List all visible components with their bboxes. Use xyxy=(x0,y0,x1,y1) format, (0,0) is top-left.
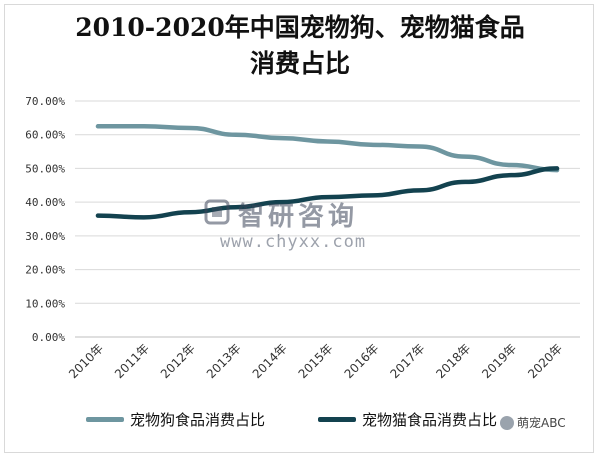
x-tick-label: 2018年 xyxy=(433,341,473,381)
wechat-icon xyxy=(500,415,514,430)
x-tick-label: 2019年 xyxy=(479,341,519,381)
chart-frame xyxy=(4,4,594,453)
x-tick-label: 2016年 xyxy=(342,341,382,381)
watermark-url: www.chyxx.com xyxy=(220,232,367,252)
legend-label-dog: 宠物狗食品消费占比 xyxy=(130,410,266,429)
badge-label: 萌宠ABC xyxy=(517,416,566,430)
x-tick-label: 2015年 xyxy=(296,341,336,381)
series-line xyxy=(95,166,560,220)
x-tick-label: 2010年 xyxy=(66,341,106,381)
chart-title: 2010-2020年中国宠物狗、宠物猫食品 消费占比 xyxy=(0,10,600,82)
y-tick-label: 0.00% xyxy=(32,331,65,344)
y-tick-label: 60.00% xyxy=(25,129,65,142)
chart-title-line1: 2010-2020年中国宠物狗、宠物猫食品 xyxy=(75,13,525,42)
legend-swatch-dog xyxy=(86,416,124,422)
legend-item-dog: 宠物狗食品消费占比 xyxy=(86,408,265,430)
y-tick-label: 40.00% xyxy=(25,196,65,209)
legend-swatch-cat xyxy=(318,416,356,422)
y-tick-label: 70.00% xyxy=(25,95,65,108)
x-tick-label: 2014年 xyxy=(250,341,290,381)
chart-title-line2: 消费占比 xyxy=(249,49,350,78)
series-line xyxy=(95,124,560,173)
x-tick-label: 2013年 xyxy=(204,341,244,381)
legend-item-cat: 宠物猫食品消费占比 xyxy=(318,408,497,430)
x-tick-label: 2017年 xyxy=(387,341,427,381)
legend-label-cat: 宠物猫食品消费占比 xyxy=(362,410,498,429)
x-tick-label: 2011年 xyxy=(112,341,152,381)
watermark-brand: 智研咨询 xyxy=(238,202,359,232)
chyxx-logo-icon xyxy=(204,199,230,225)
x-tick-label: 2012年 xyxy=(158,341,198,381)
x-tick-label: 2020年 xyxy=(525,341,565,381)
y-tick-label: 20.00% xyxy=(25,264,65,277)
source-badge: 萌宠ABC xyxy=(500,414,566,431)
y-tick-label: 30.00% xyxy=(25,230,65,243)
y-tick-label: 10.00% xyxy=(25,297,65,310)
y-tick-label: 50.00% xyxy=(25,162,65,175)
